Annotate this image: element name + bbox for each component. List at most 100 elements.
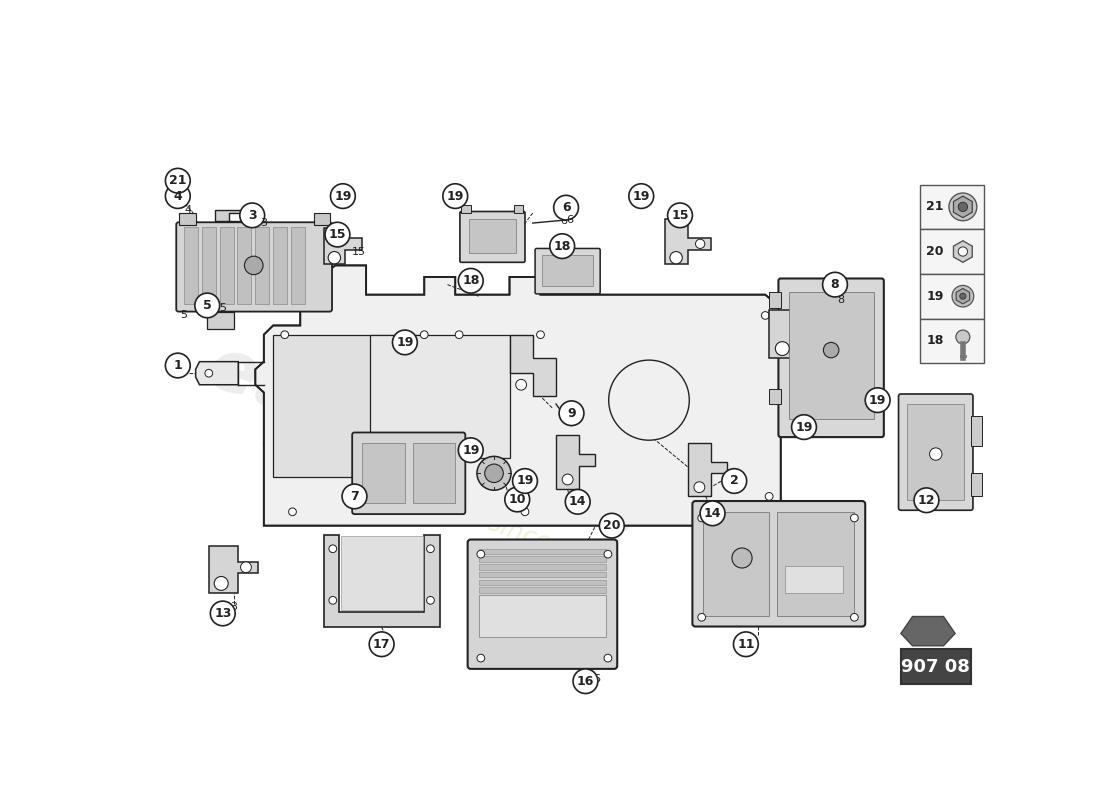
Text: 9: 9	[564, 414, 571, 424]
Bar	[777, 512, 855, 616]
Text: 16: 16	[576, 674, 594, 688]
Circle shape	[420, 504, 428, 512]
Bar	[255, 227, 270, 304]
Circle shape	[695, 239, 705, 249]
Text: 14: 14	[572, 495, 586, 506]
Bar	[273, 334, 425, 477]
Text: 13: 13	[214, 607, 231, 620]
Circle shape	[697, 514, 705, 522]
Polygon shape	[769, 389, 781, 404]
Text: 14: 14	[711, 507, 724, 517]
Polygon shape	[954, 196, 972, 218]
Polygon shape	[970, 474, 982, 496]
FancyBboxPatch shape	[352, 433, 465, 514]
Text: 19: 19	[447, 190, 464, 202]
Text: 19: 19	[632, 190, 650, 202]
Text: 10: 10	[508, 493, 526, 506]
Circle shape	[776, 342, 790, 355]
Text: 2: 2	[730, 474, 738, 487]
Bar	[470, 219, 516, 253]
Circle shape	[505, 487, 530, 512]
Bar	[478, 549, 606, 554]
Circle shape	[477, 456, 512, 490]
Circle shape	[244, 256, 263, 274]
Text: 16: 16	[587, 674, 602, 684]
Circle shape	[459, 269, 483, 293]
Circle shape	[329, 597, 337, 604]
Text: 14: 14	[704, 507, 722, 520]
Circle shape	[715, 512, 723, 519]
Text: 1: 1	[183, 365, 189, 375]
Circle shape	[553, 195, 579, 220]
Circle shape	[697, 614, 705, 621]
Circle shape	[958, 247, 968, 256]
Text: 4: 4	[185, 205, 191, 215]
Circle shape	[608, 360, 690, 440]
Circle shape	[914, 488, 939, 513]
Circle shape	[214, 577, 228, 590]
Circle shape	[792, 414, 816, 439]
Bar	[921, 185, 983, 230]
Circle shape	[734, 632, 758, 657]
Circle shape	[537, 331, 544, 338]
Circle shape	[949, 193, 977, 221]
Circle shape	[427, 545, 434, 553]
Circle shape	[956, 330, 970, 344]
Circle shape	[330, 184, 355, 209]
Polygon shape	[323, 229, 362, 264]
Bar	[901, 649, 970, 683]
Text: 19: 19	[795, 421, 813, 434]
Bar	[703, 512, 769, 616]
Bar	[478, 587, 606, 593]
Circle shape	[722, 469, 747, 494]
Circle shape	[960, 293, 966, 299]
Text: 6: 6	[560, 216, 568, 226]
Circle shape	[629, 184, 653, 209]
Text: 5: 5	[180, 310, 187, 321]
Circle shape	[240, 203, 265, 228]
Bar	[921, 318, 983, 363]
Bar	[184, 227, 198, 304]
Circle shape	[952, 286, 974, 307]
Text: 2: 2	[735, 474, 741, 485]
Circle shape	[766, 493, 773, 500]
Text: 8: 8	[837, 295, 845, 305]
Text: 15: 15	[351, 247, 365, 258]
Circle shape	[329, 545, 337, 553]
Circle shape	[210, 601, 235, 626]
Circle shape	[516, 379, 527, 390]
Polygon shape	[315, 213, 330, 225]
Bar	[201, 227, 216, 304]
Text: 14: 14	[569, 495, 586, 508]
Text: 15: 15	[329, 228, 346, 241]
Text: 19: 19	[869, 394, 887, 406]
Bar	[478, 557, 606, 562]
Circle shape	[205, 370, 212, 377]
Bar	[412, 442, 455, 502]
FancyBboxPatch shape	[460, 211, 525, 262]
Bar	[207, 312, 234, 329]
Bar	[908, 404, 965, 500]
Circle shape	[562, 474, 573, 485]
Bar	[542, 255, 593, 286]
Bar	[341, 537, 422, 610]
Polygon shape	[462, 206, 471, 213]
Polygon shape	[970, 415, 982, 446]
Text: 17: 17	[379, 636, 394, 646]
Text: 12: 12	[917, 494, 935, 506]
Bar	[273, 227, 287, 304]
Text: 18: 18	[926, 334, 944, 347]
Circle shape	[370, 632, 394, 657]
Text: 19: 19	[396, 336, 414, 349]
Circle shape	[326, 222, 350, 247]
Polygon shape	[323, 535, 440, 627]
Circle shape	[823, 272, 847, 297]
Text: 11: 11	[737, 638, 755, 650]
Circle shape	[604, 654, 612, 662]
Text: 8: 8	[830, 278, 839, 291]
Bar	[478, 564, 606, 570]
Circle shape	[477, 654, 485, 662]
Circle shape	[958, 202, 968, 211]
Circle shape	[195, 293, 220, 318]
Text: a passion for parts since 1965: a passion for parts since 1965	[258, 428, 622, 580]
